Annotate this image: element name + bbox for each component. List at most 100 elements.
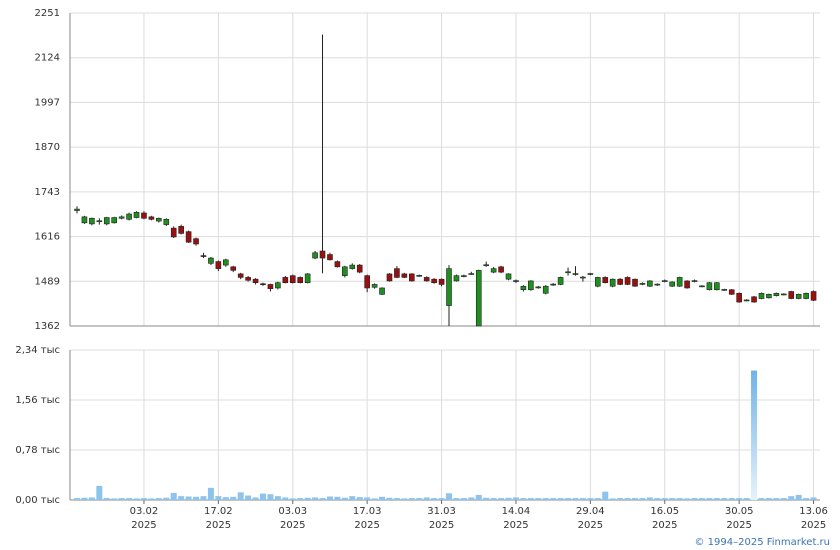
volume-bar bbox=[74, 498, 80, 500]
volume-bar bbox=[364, 497, 371, 500]
volume-bar bbox=[654, 498, 661, 500]
candle-body bbox=[632, 278, 638, 287]
x-tick-label: 31.03 2025 bbox=[427, 506, 456, 531]
candle-body bbox=[721, 289, 728, 291]
candle-body bbox=[691, 280, 698, 282]
volume-bar bbox=[103, 498, 110, 500]
candle-body bbox=[252, 278, 259, 283]
x-tick-label: 03.02 2025 bbox=[129, 506, 159, 531]
volume-bar bbox=[245, 495, 252, 500]
x-tick-label: 30.05 2025 bbox=[724, 506, 754, 531]
volume-bar bbox=[341, 497, 348, 500]
volume-bar bbox=[639, 498, 646, 500]
volume-bar bbox=[706, 498, 713, 500]
candle-body bbox=[96, 220, 103, 223]
volume-bar bbox=[498, 498, 505, 500]
candle-body bbox=[356, 264, 363, 273]
volume-bar bbox=[252, 497, 259, 500]
y-tick-label: 1870 bbox=[35, 142, 60, 153]
volume-bar bbox=[505, 497, 512, 500]
candle-body bbox=[185, 231, 192, 243]
y-tick-label: 2251 bbox=[35, 8, 60, 19]
volume-bar bbox=[393, 498, 400, 500]
volume-bar bbox=[349, 496, 356, 500]
x-tick-label: 03.03 2025 bbox=[278, 506, 308, 531]
volume-bar bbox=[520, 498, 527, 500]
candle-body bbox=[609, 278, 616, 287]
candle-body bbox=[379, 287, 385, 295]
candle-body bbox=[118, 216, 125, 219]
volume-bar bbox=[178, 496, 185, 500]
candle-body bbox=[416, 275, 423, 277]
candle-body bbox=[267, 284, 274, 289]
volume-bar bbox=[602, 491, 609, 500]
volume-bar bbox=[386, 497, 393, 500]
volume-bar bbox=[579, 498, 586, 500]
candle-body bbox=[699, 285, 705, 288]
candle-body bbox=[133, 211, 140, 218]
candle-body bbox=[148, 216, 155, 220]
candle-body bbox=[728, 289, 735, 295]
candle-body bbox=[141, 212, 147, 219]
volume-bar bbox=[304, 497, 311, 500]
volume-bar bbox=[148, 498, 155, 500]
candle-body bbox=[364, 275, 370, 289]
volume-bar bbox=[200, 496, 207, 500]
volume-bar bbox=[721, 498, 728, 500]
candle-body bbox=[408, 273, 415, 282]
y2-tick-label: 0,78 тыс bbox=[15, 445, 60, 456]
candle-body bbox=[780, 293, 787, 296]
volume-bar bbox=[431, 498, 438, 500]
volume-bar bbox=[222, 497, 229, 500]
candle-body bbox=[312, 252, 318, 259]
candle-body bbox=[654, 283, 661, 286]
candle-body bbox=[550, 283, 556, 286]
volume-bar bbox=[698, 498, 705, 500]
volume-bar bbox=[111, 498, 118, 500]
candle-body bbox=[386, 273, 393, 282]
y-tick-label: 1489 bbox=[35, 276, 60, 287]
volume-bar bbox=[371, 498, 378, 500]
volume-bar bbox=[550, 498, 557, 500]
candle-body bbox=[282, 277, 289, 283]
volume-bar bbox=[81, 497, 88, 500]
x-tick-label: 17.03 2025 bbox=[352, 506, 382, 531]
volume-bar bbox=[565, 498, 572, 500]
volume-bar bbox=[624, 498, 631, 500]
candle-body bbox=[74, 208, 80, 211]
volume-bar bbox=[773, 498, 780, 500]
volume-bar bbox=[691, 498, 698, 500]
candle-body bbox=[230, 266, 237, 271]
volume-bar bbox=[356, 497, 363, 500]
candle-body bbox=[542, 285, 549, 294]
candle-body bbox=[245, 277, 251, 281]
candle-body bbox=[661, 280, 668, 282]
candle-body bbox=[475, 270, 482, 327]
volume-bar bbox=[416, 498, 423, 500]
candle-body bbox=[215, 261, 222, 269]
volume-bar bbox=[609, 498, 616, 500]
y2-tick-label: 0,00 тыс bbox=[15, 495, 60, 506]
candle-body bbox=[208, 257, 214, 264]
candle-body bbox=[736, 292, 742, 303]
volume-bar bbox=[319, 498, 326, 500]
volume-bar bbox=[736, 498, 743, 500]
volume-bar bbox=[780, 498, 787, 500]
candle-body bbox=[193, 238, 199, 245]
candle-body bbox=[714, 282, 720, 291]
volume-bar bbox=[312, 497, 319, 500]
candle-body bbox=[178, 226, 184, 234]
volume-bar bbox=[334, 496, 341, 500]
candle-body bbox=[223, 259, 229, 266]
volume-bar bbox=[88, 497, 95, 500]
volume-bar bbox=[535, 498, 542, 500]
candle-body bbox=[594, 277, 601, 287]
volume-bar bbox=[527, 498, 534, 500]
candle-body bbox=[490, 268, 497, 273]
x-tick-label: 17.02 2025 bbox=[204, 506, 233, 531]
volume-bar bbox=[684, 498, 691, 500]
candle-body bbox=[237, 273, 244, 278]
volume-bar bbox=[765, 498, 772, 500]
